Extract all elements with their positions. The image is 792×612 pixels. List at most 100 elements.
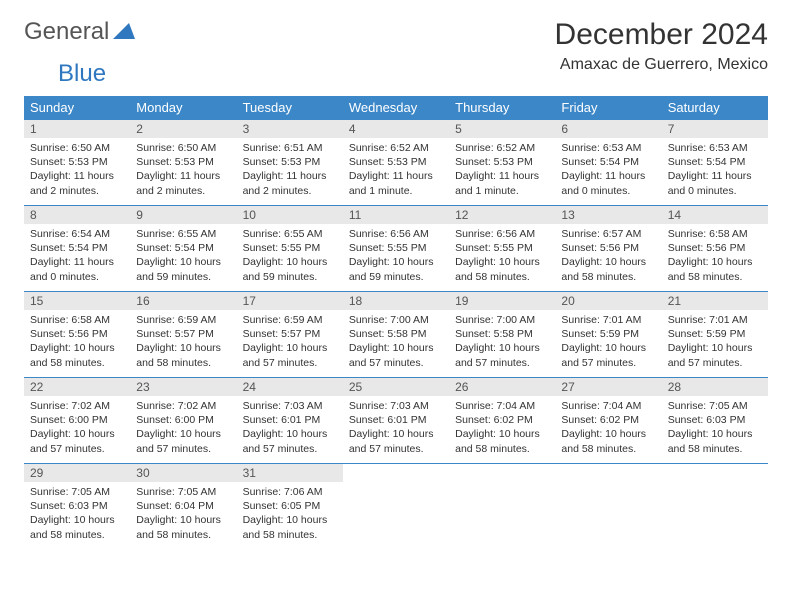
- sunrise-line: Sunrise: 6:55 AM: [136, 227, 230, 241]
- day-number: 6: [555, 120, 661, 138]
- calendar-day-cell: 2Sunrise: 6:50 AMSunset: 5:53 PMDaylight…: [130, 120, 236, 206]
- day-details: Sunrise: 6:53 AMSunset: 5:54 PMDaylight:…: [555, 138, 661, 202]
- day-details: Sunrise: 7:00 AMSunset: 5:58 PMDaylight:…: [449, 310, 555, 374]
- day-details: Sunrise: 7:02 AMSunset: 6:00 PMDaylight:…: [130, 396, 236, 460]
- calendar-day-cell: 29Sunrise: 7:05 AMSunset: 6:03 PMDayligh…: [24, 464, 130, 550]
- day-number: 30: [130, 464, 236, 482]
- daylight-line: Daylight: 11 hours and 2 minutes.: [30, 169, 124, 197]
- calendar-day-cell: 24Sunrise: 7:03 AMSunset: 6:01 PMDayligh…: [237, 378, 343, 464]
- sunrise-line: Sunrise: 6:50 AM: [30, 141, 124, 155]
- weekday-header: Monday: [130, 96, 236, 120]
- calendar-week-row: 22Sunrise: 7:02 AMSunset: 6:00 PMDayligh…: [24, 378, 768, 464]
- calendar-day-cell: 26Sunrise: 7:04 AMSunset: 6:02 PMDayligh…: [449, 378, 555, 464]
- sunrise-line: Sunrise: 6:57 AM: [561, 227, 655, 241]
- sunset-line: Sunset: 5:55 PM: [455, 241, 549, 255]
- calendar-day-cell: 14Sunrise: 6:58 AMSunset: 5:56 PMDayligh…: [662, 206, 768, 292]
- sunset-line: Sunset: 5:58 PM: [349, 327, 443, 341]
- day-details: Sunrise: 7:06 AMSunset: 6:05 PMDaylight:…: [237, 482, 343, 546]
- sunset-line: Sunset: 5:56 PM: [30, 327, 124, 341]
- day-details: Sunrise: 7:05 AMSunset: 6:03 PMDaylight:…: [662, 396, 768, 460]
- day-details: Sunrise: 6:59 AMSunset: 5:57 PMDaylight:…: [130, 310, 236, 374]
- sunrise-line: Sunrise: 6:59 AM: [136, 313, 230, 327]
- sunrise-line: Sunrise: 7:03 AM: [243, 399, 337, 413]
- weekday-header-row: Sunday Monday Tuesday Wednesday Thursday…: [24, 96, 768, 120]
- daylight-line: Daylight: 11 hours and 2 minutes.: [243, 169, 337, 197]
- calendar-day-cell: 27Sunrise: 7:04 AMSunset: 6:02 PMDayligh…: [555, 378, 661, 464]
- day-details: Sunrise: 6:55 AMSunset: 5:54 PMDaylight:…: [130, 224, 236, 288]
- day-details: Sunrise: 6:58 AMSunset: 5:56 PMDaylight:…: [24, 310, 130, 374]
- sunrise-line: Sunrise: 7:05 AM: [668, 399, 762, 413]
- weekday-header: Tuesday: [237, 96, 343, 120]
- sunrise-line: Sunrise: 6:56 AM: [455, 227, 549, 241]
- day-details: Sunrise: 7:05 AMSunset: 6:03 PMDaylight:…: [24, 482, 130, 546]
- sunrise-line: Sunrise: 7:00 AM: [349, 313, 443, 327]
- sunset-line: Sunset: 5:54 PM: [136, 241, 230, 255]
- sunset-line: Sunset: 5:54 PM: [30, 241, 124, 255]
- day-number: 24: [237, 378, 343, 396]
- day-number: 3: [237, 120, 343, 138]
- day-number: 25: [343, 378, 449, 396]
- sunrise-line: Sunrise: 6:54 AM: [30, 227, 124, 241]
- daylight-line: Daylight: 10 hours and 57 minutes.: [136, 427, 230, 455]
- day-details: Sunrise: 6:57 AMSunset: 5:56 PMDaylight:…: [555, 224, 661, 288]
- calendar-day-cell: [343, 464, 449, 550]
- day-details: Sunrise: 7:01 AMSunset: 5:59 PMDaylight:…: [555, 310, 661, 374]
- day-number: 14: [662, 206, 768, 224]
- sunset-line: Sunset: 6:05 PM: [243, 499, 337, 513]
- daylight-line: Daylight: 10 hours and 59 minutes.: [243, 255, 337, 283]
- day-details: Sunrise: 6:50 AMSunset: 5:53 PMDaylight:…: [130, 138, 236, 202]
- sunrise-line: Sunrise: 7:00 AM: [455, 313, 549, 327]
- day-details: Sunrise: 7:03 AMSunset: 6:01 PMDaylight:…: [343, 396, 449, 460]
- calendar-day-cell: 4Sunrise: 6:52 AMSunset: 5:53 PMDaylight…: [343, 120, 449, 206]
- calendar-day-cell: 7Sunrise: 6:53 AMSunset: 5:54 PMDaylight…: [662, 120, 768, 206]
- day-number: 28: [662, 378, 768, 396]
- daylight-line: Daylight: 10 hours and 58 minutes.: [455, 255, 549, 283]
- day-number: 20: [555, 292, 661, 310]
- calendar-week-row: 8Sunrise: 6:54 AMSunset: 5:54 PMDaylight…: [24, 206, 768, 292]
- sunset-line: Sunset: 5:55 PM: [349, 241, 443, 255]
- calendar-week-row: 29Sunrise: 7:05 AMSunset: 6:03 PMDayligh…: [24, 464, 768, 550]
- day-details: Sunrise: 7:04 AMSunset: 6:02 PMDaylight:…: [555, 396, 661, 460]
- daylight-line: Daylight: 10 hours and 59 minutes.: [136, 255, 230, 283]
- sunrise-line: Sunrise: 7:04 AM: [455, 399, 549, 413]
- calendar-day-cell: 19Sunrise: 7:00 AMSunset: 5:58 PMDayligh…: [449, 292, 555, 378]
- calendar-day-cell: 22Sunrise: 7:02 AMSunset: 6:00 PMDayligh…: [24, 378, 130, 464]
- day-number: 23: [130, 378, 236, 396]
- sunset-line: Sunset: 5:53 PM: [243, 155, 337, 169]
- day-number: 19: [449, 292, 555, 310]
- daylight-line: Daylight: 10 hours and 57 minutes.: [243, 341, 337, 369]
- day-details: Sunrise: 7:00 AMSunset: 5:58 PMDaylight:…: [343, 310, 449, 374]
- sunset-line: Sunset: 5:53 PM: [136, 155, 230, 169]
- sunrise-line: Sunrise: 6:55 AM: [243, 227, 337, 241]
- sunrise-line: Sunrise: 6:53 AM: [668, 141, 762, 155]
- logo-triangle-icon: [113, 21, 135, 44]
- sunset-line: Sunset: 6:03 PM: [668, 413, 762, 427]
- calendar-day-cell: 23Sunrise: 7:02 AMSunset: 6:00 PMDayligh…: [130, 378, 236, 464]
- day-number: 9: [130, 206, 236, 224]
- day-number: 2: [130, 120, 236, 138]
- calendar-day-cell: 15Sunrise: 6:58 AMSunset: 5:56 PMDayligh…: [24, 292, 130, 378]
- calendar-day-cell: 12Sunrise: 6:56 AMSunset: 5:55 PMDayligh…: [449, 206, 555, 292]
- calendar-day-cell: 8Sunrise: 6:54 AMSunset: 5:54 PMDaylight…: [24, 206, 130, 292]
- day-details: Sunrise: 6:56 AMSunset: 5:55 PMDaylight:…: [449, 224, 555, 288]
- day-number: 21: [662, 292, 768, 310]
- sunrise-line: Sunrise: 6:56 AM: [349, 227, 443, 241]
- day-number: 31: [237, 464, 343, 482]
- calendar-day-cell: 21Sunrise: 7:01 AMSunset: 5:59 PMDayligh…: [662, 292, 768, 378]
- daylight-line: Daylight: 10 hours and 58 minutes.: [136, 341, 230, 369]
- sunrise-line: Sunrise: 7:06 AM: [243, 485, 337, 499]
- daylight-line: Daylight: 11 hours and 0 minutes.: [561, 169, 655, 197]
- day-number: 15: [24, 292, 130, 310]
- sunset-line: Sunset: 6:01 PM: [243, 413, 337, 427]
- daylight-line: Daylight: 11 hours and 0 minutes.: [30, 255, 124, 283]
- day-details: Sunrise: 6:50 AMSunset: 5:53 PMDaylight:…: [24, 138, 130, 202]
- daylight-line: Daylight: 10 hours and 58 minutes.: [561, 255, 655, 283]
- sunset-line: Sunset: 5:56 PM: [561, 241, 655, 255]
- calendar-day-cell: 11Sunrise: 6:56 AMSunset: 5:55 PMDayligh…: [343, 206, 449, 292]
- daylight-line: Daylight: 10 hours and 57 minutes.: [349, 341, 443, 369]
- weekday-header: Thursday: [449, 96, 555, 120]
- day-details: Sunrise: 7:03 AMSunset: 6:01 PMDaylight:…: [237, 396, 343, 460]
- calendar-day-cell: 31Sunrise: 7:06 AMSunset: 6:05 PMDayligh…: [237, 464, 343, 550]
- sunset-line: Sunset: 5:57 PM: [136, 327, 230, 341]
- weekday-header: Saturday: [662, 96, 768, 120]
